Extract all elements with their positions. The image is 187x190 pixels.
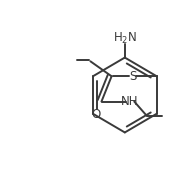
Text: H$_2$N: H$_2$N bbox=[113, 31, 137, 46]
Text: NH: NH bbox=[121, 95, 139, 108]
Text: O: O bbox=[91, 108, 101, 121]
Text: S: S bbox=[129, 70, 137, 83]
